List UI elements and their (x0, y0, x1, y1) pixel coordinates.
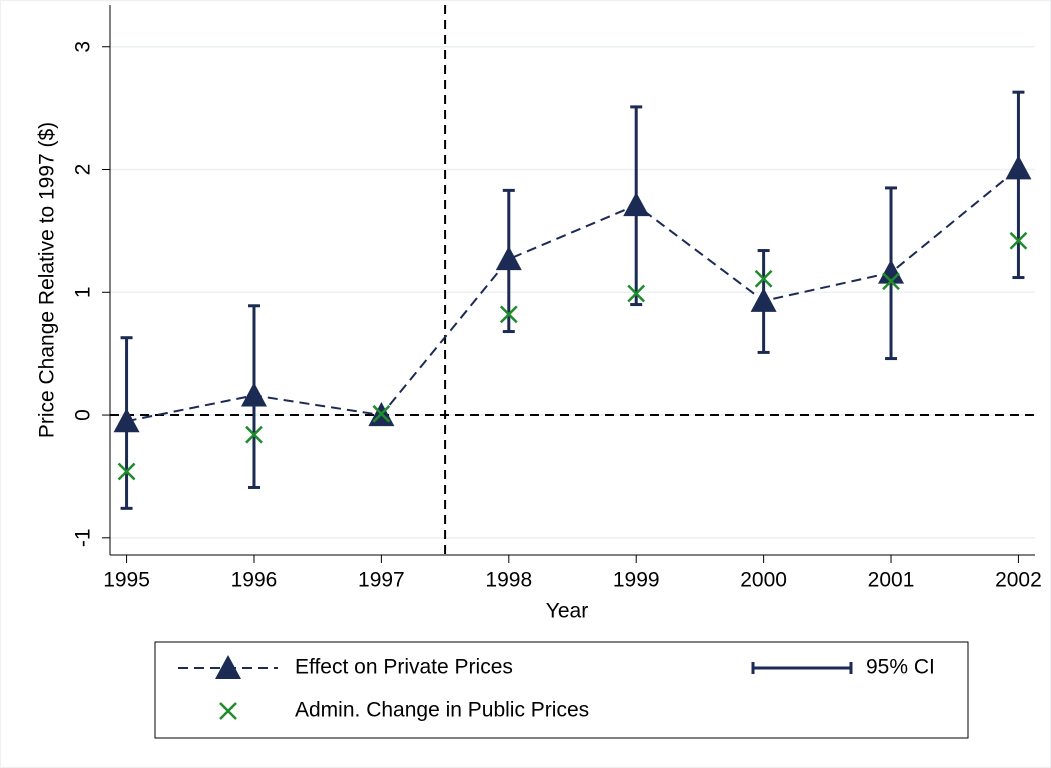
x-tick-label: 1997 (358, 569, 405, 592)
x-axis-title: Year (546, 600, 588, 623)
legend-label: 95% CI (866, 656, 935, 679)
x-tick-label: 1996 (231, 569, 278, 592)
x-tick-label: 2000 (740, 569, 787, 592)
data-point (878, 259, 905, 284)
data-point (1005, 155, 1032, 180)
y-tick-label: 0 (72, 409, 95, 421)
data-point (623, 192, 650, 217)
data-point (882, 272, 900, 291)
data-point (113, 408, 140, 433)
y-axis-title: Price Change Relative to 1997 ($) (36, 122, 59, 438)
series-line (126, 167, 1020, 423)
x-tick-label: 2001 (868, 569, 915, 592)
x-tick-label: 2002 (995, 569, 1042, 592)
data-point (372, 404, 391, 423)
data-point (627, 284, 646, 303)
data-point (754, 269, 773, 288)
data-point (245, 425, 263, 444)
legend-marker (215, 655, 241, 680)
y-tick-label: 1 (72, 286, 95, 298)
x-tick-label: 1995 (103, 569, 150, 592)
data-point (499, 305, 518, 324)
y-tick-label: 3 (72, 41, 95, 53)
legend (154, 641, 969, 739)
data-point (117, 462, 136, 481)
legend-label: Admin. Change in Public Prices (295, 699, 589, 722)
x-tick-label: 1998 (485, 569, 532, 592)
data-point (750, 287, 777, 312)
data-point (1009, 231, 1028, 250)
data-point (495, 246, 522, 271)
y-tick-label: -1 (72, 528, 95, 547)
data-point (240, 382, 267, 407)
y-tick-label: 2 (72, 164, 95, 176)
legend-label: Effect on Private Prices (295, 656, 513, 679)
x-tick-label: 1999 (613, 569, 660, 592)
legend-marker (219, 702, 237, 720)
